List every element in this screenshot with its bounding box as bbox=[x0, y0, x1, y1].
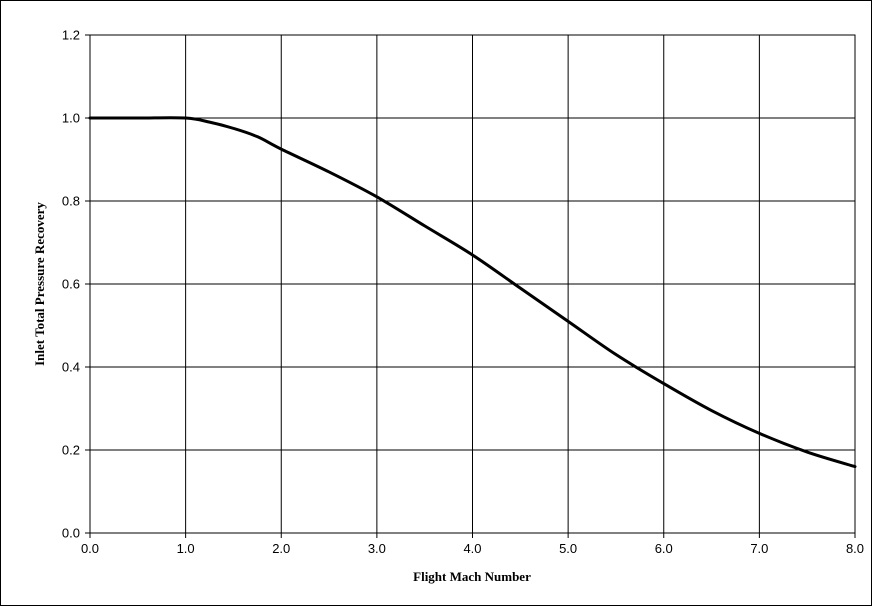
series-line bbox=[88, 116, 857, 469]
x-tick-label: 3.0 bbox=[368, 541, 386, 556]
y-tick-labels: 0.0 0.2 0.4 0.6 0.8 1.0 1.2 bbox=[62, 28, 80, 541]
y-tick-label: 0.4 bbox=[62, 360, 80, 375]
y-axis-label: Inlet Total Pressure Recovery bbox=[32, 202, 47, 366]
y-tick-label: 0.8 bbox=[62, 194, 80, 209]
y-tick-label: 1.2 bbox=[62, 28, 80, 43]
x-tick-label: 0.0 bbox=[81, 541, 99, 556]
y-tick-label: 1.0 bbox=[62, 111, 80, 126]
x-tick-label: 7.0 bbox=[750, 541, 768, 556]
x-axis-label: Flight Mach Number bbox=[413, 569, 531, 584]
x-tick-label: 4.0 bbox=[463, 541, 481, 556]
x-tick-label: 1.0 bbox=[177, 541, 195, 556]
x-tick-label: 2.0 bbox=[272, 541, 290, 556]
x-tick-labels: 0.0 1.0 2.0 3.0 4.0 5.0 6.0 7.0 8.0 bbox=[81, 541, 864, 556]
x-tick-label: 6.0 bbox=[655, 541, 673, 556]
y-tick-label: 0.2 bbox=[62, 443, 80, 458]
x-tick-label: 8.0 bbox=[846, 541, 864, 556]
x-tick-label: 5.0 bbox=[559, 541, 577, 556]
y-tick-label: 0.0 bbox=[62, 526, 80, 541]
grid bbox=[85, 34, 856, 538]
y-tick-label: 0.6 bbox=[62, 277, 80, 292]
